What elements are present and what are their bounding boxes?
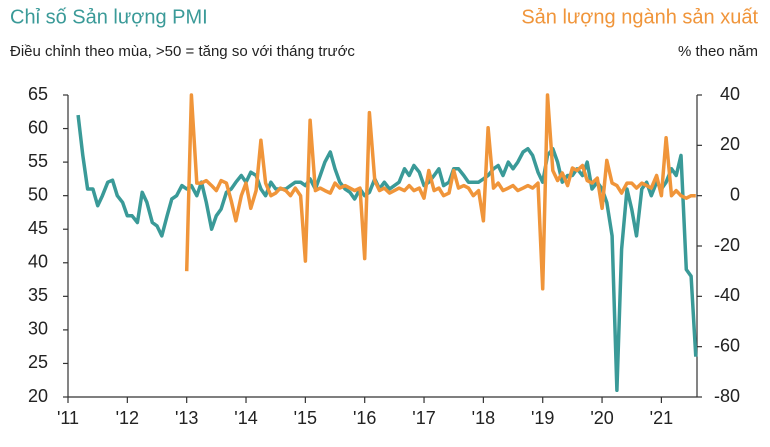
y-tick-label: 50 bbox=[28, 184, 48, 204]
y2-title: Sản lượng ngành sản xuất bbox=[521, 6, 758, 28]
x-tick-label: '12 bbox=[116, 408, 139, 428]
x-tick-label: '14 bbox=[234, 408, 257, 428]
x-tick-label: '18 bbox=[472, 408, 495, 428]
y-tick-label: 60 bbox=[28, 117, 48, 137]
y2-tick-label: -40 bbox=[714, 285, 740, 305]
y-tick-label: 25 bbox=[28, 352, 48, 372]
y-tick-label: 40 bbox=[28, 252, 48, 272]
line-series bbox=[184, 93, 696, 291]
line-series bbox=[76, 114, 698, 393]
x-tick-label: '13 bbox=[175, 408, 198, 428]
chart-title: Chỉ số Sản lượng PMI bbox=[10, 6, 208, 28]
y2-tick-label: 20 bbox=[720, 134, 740, 154]
x-tick-label: '11 bbox=[57, 408, 79, 428]
y-tick-label: 20 bbox=[28, 386, 48, 406]
y2-tick-label: -20 bbox=[714, 235, 740, 255]
x-tick-label: '20 bbox=[590, 408, 613, 428]
y-tick-label: 55 bbox=[28, 151, 48, 171]
x-tick-label: '16 bbox=[353, 408, 376, 428]
x-tick-label: '17 bbox=[412, 408, 435, 428]
y-tick-label: 35 bbox=[28, 285, 48, 305]
y2-tick-label: -60 bbox=[714, 335, 740, 355]
y-tick-label: 45 bbox=[28, 218, 48, 238]
x-tick-label: '15 bbox=[294, 408, 317, 428]
y2-tick-label: 40 bbox=[720, 84, 740, 104]
y-tick-label: 65 bbox=[28, 84, 48, 104]
x-tick-label: '21 bbox=[650, 408, 673, 428]
chart-subtitle: Điều chỉnh theo mùa, >50 = tăng so với t… bbox=[10, 43, 355, 60]
y2-tick-label: 0 bbox=[730, 184, 740, 204]
y2-tick-label: -80 bbox=[714, 386, 740, 406]
y2-subtitle: % theo năm bbox=[678, 43, 758, 60]
x-tick-label: '19 bbox=[531, 408, 554, 428]
y-tick-label: 30 bbox=[28, 319, 48, 339]
